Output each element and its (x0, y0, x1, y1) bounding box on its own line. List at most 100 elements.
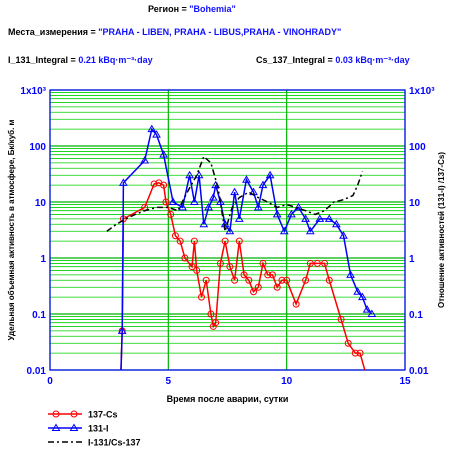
data-point-cs137 (231, 276, 239, 284)
data-point-cs137 (226, 263, 234, 271)
y-tick-label: 0.1 (32, 310, 46, 321)
y2-tick-label: 0.01 (409, 366, 429, 377)
data-point-cs137 (250, 288, 258, 296)
data-point-i131 (118, 178, 128, 186)
grid (49, 89, 406, 371)
data-point-i131 (194, 170, 204, 179)
data-point-i131 (204, 202, 213, 211)
cs137-integral-unit: kBq·m⁻³·day (355, 55, 410, 65)
data-point-cs137 (235, 237, 243, 245)
data-point-i131 (208, 193, 218, 201)
i131-integral-label: I_131_Integral = (8, 55, 76, 65)
data-point-cs137 (321, 259, 329, 267)
data-point-cs137 (197, 293, 205, 301)
legend-marker (69, 423, 79, 431)
legend-label: 137-Cs (88, 410, 118, 420)
data-point-cs137 (150, 180, 158, 188)
x-tick-label: 15 (399, 376, 411, 387)
data-point-cs137 (216, 259, 224, 267)
y-tick-label: 1 (40, 254, 46, 265)
data-point-cs137 (202, 276, 210, 284)
data-point-i131 (339, 231, 348, 239)
data-point-i131 (234, 214, 244, 222)
data-point-cs137 (302, 276, 310, 284)
data-point-i131 (178, 202, 187, 211)
data-point-i131 (230, 187, 239, 196)
data-point-cs137 (240, 271, 248, 279)
data-point-i131 (253, 202, 263, 211)
data-point-i131 (279, 226, 289, 235)
data-point-cs137 (221, 237, 229, 245)
data-point-i131 (147, 124, 157, 133)
data-point-i131 (258, 180, 268, 189)
data-point-cs137 (245, 276, 253, 284)
legend-marker (52, 410, 60, 418)
data-point-cs137 (171, 232, 179, 240)
data-point-i131 (331, 219, 341, 228)
data-point-cs137 (193, 266, 201, 274)
data-point-cs137 (188, 263, 196, 271)
data-point-i131 (305, 226, 315, 235)
data-point-cs137 (325, 276, 333, 284)
x-axis-label: Время после аварии, сутки (167, 394, 289, 404)
places-header: Места_измерения = "PRAHA - LIBEN, PRAHA … (8, 27, 341, 37)
plot-frame (49, 89, 406, 371)
plot-area (50, 90, 405, 370)
y-axis-label: Удельная объемная активность в атмосфере… (7, 119, 16, 340)
data-point-cs137 (209, 322, 217, 330)
series-line-2 (106, 155, 364, 232)
data-point-i131 (358, 292, 367, 301)
series (106, 124, 377, 371)
series-line-0 (120, 182, 366, 371)
data-point-cs137 (306, 259, 314, 267)
data-point-cs137 (212, 319, 220, 327)
y2-tick-label: 0.1 (409, 310, 423, 321)
i131-integral: I_131_Integral = 0.21 kBq·m⁻³·day (8, 55, 153, 66)
y-tick-label: 1x10³ (20, 86, 46, 97)
data-point-i131 (189, 197, 199, 205)
data-point-i131 (185, 170, 195, 179)
legend-marker (70, 410, 78, 418)
data-point-cs137 (351, 349, 359, 357)
i131-integral-unit: kBq·m⁻³·day (98, 55, 153, 65)
data-point-cs137 (259, 259, 267, 267)
data-point-i131 (265, 170, 275, 179)
data-point-i131 (216, 197, 225, 205)
data-point-i131 (199, 219, 209, 228)
places-label: Места_измерения = (8, 27, 96, 37)
data-point-i131 (117, 326, 127, 334)
y2-tick-label: 1 (409, 254, 415, 265)
data-point-cs137 (162, 198, 170, 206)
data-point-i131 (272, 209, 282, 218)
series-line-1 (120, 127, 373, 371)
data-point-cs137 (176, 237, 184, 245)
data-point-cs137 (337, 315, 345, 323)
data-point-cs137 (273, 283, 281, 291)
data-point-cs137 (278, 276, 286, 284)
y2-tick-label: 1x10³ (409, 86, 435, 97)
data-point-cs137 (283, 276, 291, 284)
data-point-cs137 (207, 310, 215, 318)
cs137-integral-value: 0.03 (335, 55, 353, 65)
data-point-cs137 (268, 271, 276, 279)
legend-label: I-131/Cs-137 (88, 438, 141, 448)
x-tick-label: 0 (47, 376, 53, 387)
data-point-i131 (140, 156, 150, 164)
y-tick-label: 10 (35, 198, 47, 209)
data-point-i131 (362, 305, 372, 313)
region-label: Регион = (148, 4, 187, 14)
region-value: "Bohemia" (189, 4, 236, 14)
data-point-cs137 (190, 237, 198, 245)
y-tick-label: 0.01 (27, 366, 47, 377)
x-tick-label: 5 (166, 376, 172, 387)
legend-label: 131-I (88, 424, 109, 434)
i131-integral-value: 0.21 (78, 55, 96, 65)
data-point-cs137 (313, 259, 321, 267)
data-point-cs137 (181, 254, 189, 262)
data-point-cs137 (160, 181, 168, 189)
data-point-i131 (315, 214, 325, 222)
data-point-i131 (242, 175, 251, 183)
x-tick-label: 10 (281, 376, 293, 387)
